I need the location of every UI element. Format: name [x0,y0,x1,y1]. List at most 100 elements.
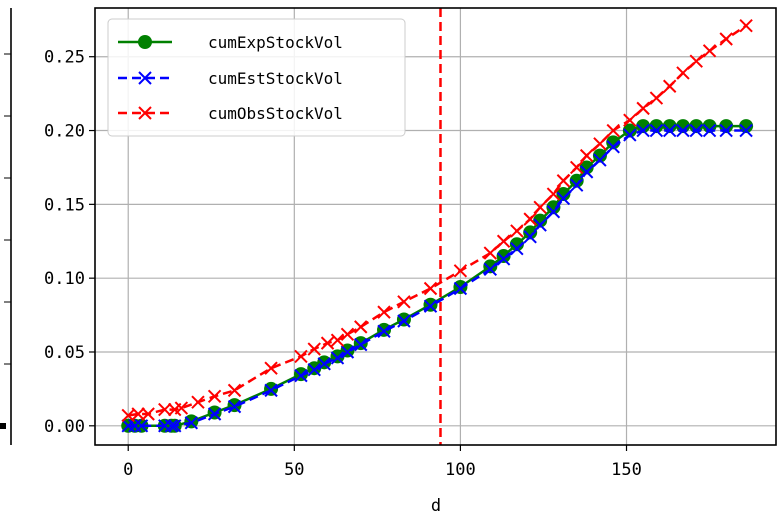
data-point [649,91,664,105]
y-tick-label: 0.25 [44,48,85,68]
data-point [294,349,308,364]
data-point [702,44,717,58]
data-point [483,259,498,274]
data-point [377,324,391,339]
data-point [320,336,335,350]
grid-lines [95,8,776,445]
x-tick-label: 50 [284,460,304,480]
legend-circle-marker-icon [138,35,152,49]
legend-label: cumExpStockVol [208,33,343,52]
series-cumExpStockVol [121,119,754,433]
data-point [158,402,172,417]
data-point [623,128,637,142]
data-point [569,178,584,192]
legend-entry-cumObsStockVol: cumObsStockVol [118,104,343,123]
data-point [134,419,149,433]
data-point [191,395,205,409]
data-point [556,187,571,202]
data-point [131,407,145,421]
data-point [509,237,524,252]
legend: cumExpStockVol cumEstStockVol cumObsStoc… [107,18,406,137]
data-point [207,405,222,420]
data-point [510,224,524,238]
legend-x-marker-icon [138,71,152,85]
data-point [340,345,355,359]
data-point [579,165,594,179]
data-point [546,205,561,219]
data-point [649,123,664,138]
data-point [423,299,438,313]
data-point [606,123,620,138]
data-point [569,160,584,175]
data-point [207,389,222,403]
series-line [128,124,747,428]
data-point [307,362,321,377]
y-tick-label: 0.00 [44,417,85,437]
data-point [164,419,179,433]
data-point [264,383,278,398]
data-point [662,79,677,93]
data-point [606,135,621,150]
legend-entry-cumEstStockVol: cumEstStockVol [118,69,343,88]
plot-frame [94,7,777,446]
data-point [453,264,468,278]
data-point [739,19,753,33]
data-point [523,230,537,244]
data-point [623,113,637,127]
data-point [317,357,331,371]
y-tick-label: 0.10 [44,269,85,289]
data-point [533,200,547,215]
data-point [330,351,345,365]
y-tick-label: 0.05 [44,343,85,363]
data-point [556,191,571,206]
data-point [689,54,703,68]
data-point [483,262,498,277]
data-point [227,383,242,398]
series-cumObsStockVol [121,19,753,423]
data-point [662,123,677,138]
y-tick-label: 0.15 [44,195,85,215]
data-point [676,123,690,138]
data-point [676,66,690,80]
data-point [168,419,182,433]
data-point [606,140,620,154]
data-point [294,368,308,383]
data-point [207,407,222,421]
data-point [496,234,511,248]
data-point [397,314,411,328]
legend-x-marker-icon [138,106,152,120]
data-point [184,416,199,430]
data-point [330,333,345,347]
data-point [264,361,278,375]
data-point [423,281,438,296]
data-point [579,148,594,163]
y-axis: 0.00 0.05 0.10 0.15 0.20 0.25 [44,48,95,437]
data-point [496,249,511,264]
x-axis: 0 50 100 150 [123,445,642,480]
series-line [128,129,747,428]
data-point [340,327,355,341]
data-point [496,252,511,266]
data-point [523,212,537,226]
data-point [293,367,308,382]
data-point [227,399,242,414]
series-cumEstStockVol [121,123,753,433]
data-point [174,401,189,415]
data-point [354,320,368,334]
legend-entry-cumExpStockVol: cumExpStockVol [118,33,343,52]
data-point [593,153,607,167]
data-point [636,101,650,116]
data-point [739,123,753,138]
data-point [533,218,547,232]
data-point [354,337,368,352]
x-axis-label: d [431,496,441,516]
data-point [397,295,411,309]
data-point [510,241,524,256]
data-point [719,123,733,138]
data-point [636,119,651,134]
data-point [593,137,607,151]
data-point [592,148,607,163]
data-point [184,414,199,429]
data-point [307,342,321,356]
